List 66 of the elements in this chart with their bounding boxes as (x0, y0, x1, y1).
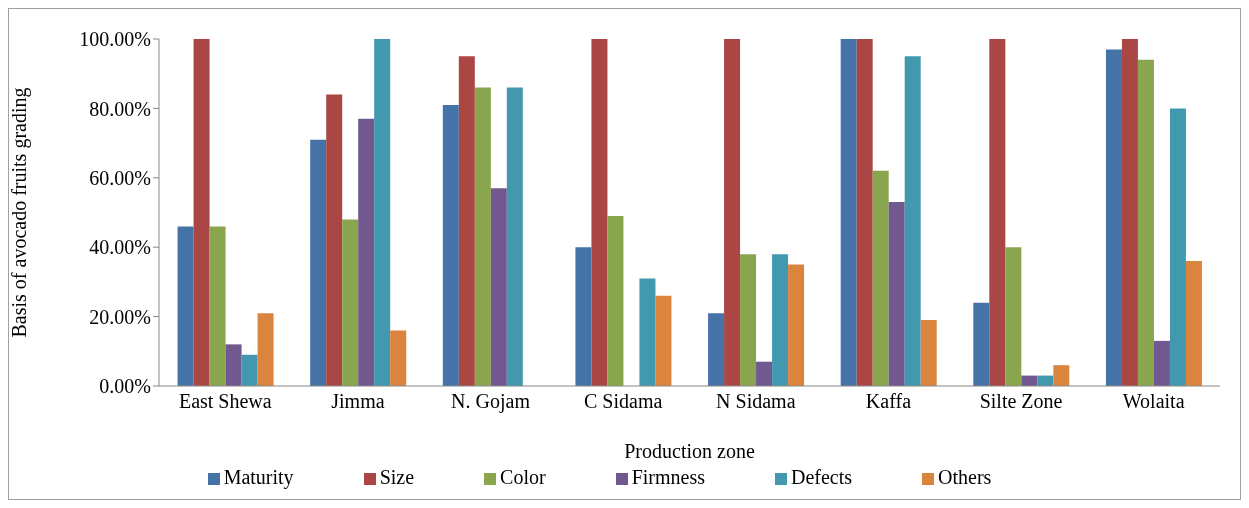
bar (257, 313, 274, 386)
bar (772, 254, 789, 386)
bar (655, 295, 672, 386)
bar (1153, 340, 1170, 386)
bar (1185, 261, 1202, 386)
bar (177, 226, 194, 386)
x-tick-label: East Shewa (178, 390, 272, 413)
bar (390, 330, 407, 386)
x-tick-label: Wolaita (1122, 390, 1185, 413)
bar (888, 202, 905, 386)
x-tick-label: Silte Zone (979, 390, 1063, 413)
bar (788, 264, 805, 386)
bar (639, 278, 656, 386)
bar (740, 254, 757, 386)
bar (756, 361, 773, 386)
bar (326, 94, 343, 386)
bar (490, 188, 507, 386)
bar (872, 170, 889, 386)
bar (591, 39, 608, 386)
bar (225, 344, 242, 386)
x-tick-label: Kaffa (865, 390, 912, 413)
bar (1137, 59, 1154, 386)
y-tick-label: 40.00% (89, 236, 151, 259)
y-tick-label: 20.00% (89, 305, 151, 328)
legend-label: Color (500, 466, 546, 488)
bar (575, 247, 592, 386)
bar (442, 104, 459, 386)
bar (358, 118, 375, 386)
bar (1053, 365, 1070, 386)
x-tick-label: Jimma (331, 390, 385, 413)
bar (973, 302, 990, 386)
y-tick-label: 60.00% (89, 166, 151, 189)
x-tick-label: N. Gojam (451, 390, 531, 414)
y-tick-label: 0.00% (99, 375, 151, 398)
x-tick-label: C Sidama (584, 390, 663, 413)
legend-label: Maturity (223, 466, 294, 488)
bar (241, 354, 258, 386)
bar (1121, 39, 1138, 386)
bar (840, 39, 857, 386)
bar (856, 39, 873, 386)
bar (342, 219, 359, 386)
bar (209, 226, 226, 386)
legend-label: Size (379, 466, 415, 488)
bar (708, 313, 725, 386)
legend-label: Others (938, 466, 992, 488)
bar (920, 320, 937, 386)
bar (374, 39, 391, 386)
legend-label: Defects (790, 466, 853, 488)
bar (1105, 49, 1122, 386)
bar (904, 56, 921, 386)
x-tick-label: N Sidama (716, 390, 796, 413)
y-axis-title: Basis of avocado fruits grading (8, 87, 32, 338)
y-tick-label: 100.00% (79, 28, 151, 51)
x-axis-title: Production zone (624, 440, 755, 462)
legend-label: Firmness (631, 466, 705, 488)
bar (193, 39, 210, 386)
bar (724, 39, 741, 386)
bar (474, 87, 491, 386)
bar (458, 56, 475, 386)
bar (989, 39, 1006, 386)
bar (506, 87, 523, 386)
bar (310, 139, 327, 386)
y-tick-label: 80.00% (89, 97, 151, 120)
bar (1005, 247, 1022, 386)
bar (1169, 108, 1186, 386)
bar (607, 215, 624, 386)
